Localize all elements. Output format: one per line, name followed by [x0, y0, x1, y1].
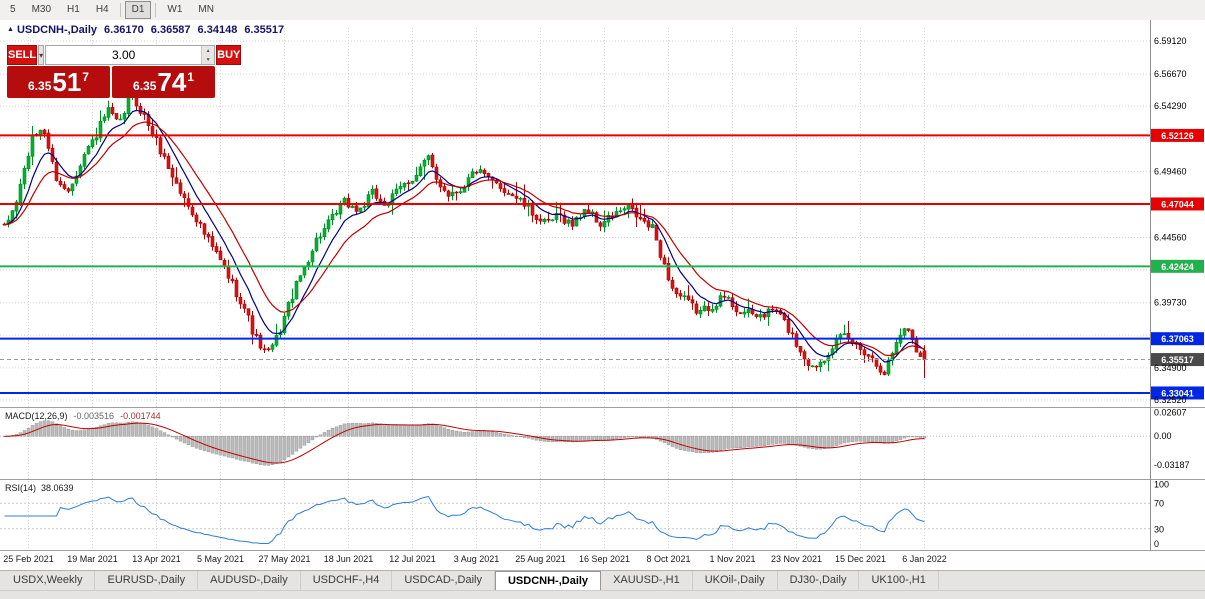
price-axis[interactable]: 6.52126 6.47044 6.42424 6.37063 6.33041 6.355…	[1151, 36, 1204, 549]
chevron-down-icon: ▾	[39, 50, 44, 60]
sell-price-box[interactable]: 6.35 51 7	[7, 66, 110, 98]
svg-text:27 May 2021: 27 May 2021	[258, 554, 310, 564]
ohlc-open: 6.36170	[104, 24, 144, 36]
buy-price-pips: 74	[157, 67, 187, 97]
svg-text:1 Nov 2021: 1 Nov 2021	[709, 554, 755, 564]
svg-text:3 Aug 2021: 3 Aug 2021	[454, 554, 500, 564]
volume-increase-button[interactable]: ▲	[202, 46, 215, 55]
svg-text:6.39730: 6.39730	[1154, 298, 1187, 308]
chart-tabs-bar: USDX,Weekly EURUSD-,Daily AUDUSD-,Daily USD…	[0, 570, 1205, 591]
svg-text:15 Dec 2021: 15 Dec 2021	[835, 554, 886, 564]
one-click-trading-panel: SELL ▾ ▲ ▼ BUY 6.35 51 7 6.35 74 1	[7, 45, 242, 98]
timeframe-d1[interactable]: D1	[124, 1, 152, 19]
svg-text:6 Jan 2022: 6 Jan 2022	[902, 554, 947, 564]
volume-box: ▲ ▼	[45, 45, 216, 65]
tab-usdchf-h4[interactable]: USDCHF-,H4	[301, 571, 393, 591]
svg-text:6.49460: 6.49460	[1154, 166, 1187, 176]
svg-text:RSI(14)38.0639: RSI(14) 38.0639	[5, 483, 74, 493]
moving-averages-layer	[4, 109, 925, 363]
tab-uk100-h1[interactable]: UK100-,H1	[859, 571, 939, 591]
tab-dj30-daily[interactable]: DJ30-,Daily	[778, 571, 860, 591]
svg-text:-0.03187: -0.03187	[1154, 460, 1190, 470]
sell-price-point: 7	[82, 69, 89, 84]
svg-text:30: 30	[1154, 524, 1164, 534]
ohlc-low: 6.34148	[197, 24, 238, 36]
svg-text:25 Aug 2021: 25 Aug 2021	[515, 554, 566, 564]
sell-price-pips: 51	[52, 67, 82, 97]
svg-text:MACD(12,26,9)-0.003516-0.00174: MACD(12,26,9) -0.003516 -0.001744	[5, 411, 161, 421]
timeframe-h4[interactable]: H4	[95, 4, 109, 15]
tab-usdx-weekly[interactable]: USDX,Weekly	[1, 571, 96, 591]
timeframe-m30[interactable]: M30	[31, 4, 52, 15]
timeframe-h1[interactable]: H1	[67, 4, 80, 15]
level-lines-layer[interactable]	[0, 134, 1150, 394]
sell-price-prefix: 6.35	[28, 78, 52, 93]
tab-usdcnh-daily[interactable]: USDCNH-,Daily	[494, 571, 602, 591]
svg-text:6.44560: 6.44560	[1154, 233, 1187, 243]
svg-text:0.02607: 0.02607	[1154, 408, 1187, 418]
svg-text:6.35517: 6.35517	[1161, 355, 1194, 365]
buy-price-box[interactable]: 6.35 74 1	[112, 66, 215, 98]
sell-button[interactable]: SELL	[7, 45, 38, 65]
tab-usdcad-daily[interactable]: USDCAD-,Daily	[392, 571, 495, 591]
svg-text:13 Apr 2021: 13 Apr 2021	[132, 554, 181, 564]
volume-dropdown-button[interactable]: ▾	[38, 45, 45, 65]
horizontal-scrollbar[interactable]	[0, 590, 1205, 599]
svg-text:6.32520: 6.32520	[1154, 395, 1187, 405]
tab-ukoil-daily[interactable]: UKOil-,Daily	[693, 571, 778, 591]
svg-text:23 Nov 2021: 23 Nov 2021	[771, 554, 822, 564]
time-axis[interactable]: 25 Feb 2021 19 Mar 2021 13 Apr 2021 5 May 2…	[3, 554, 947, 564]
buy-button[interactable]: BUY	[216, 45, 242, 65]
chart-header: ▲ USDCNH-,Daily 6.36170 6.36587 6.34148 …	[7, 24, 291, 36]
timeframe-toolbar: 5 M30 H1 H4 D1 W1 MN	[0, 0, 1205, 21]
svg-text:5 May 2021: 5 May 2021	[197, 554, 244, 564]
symbol-marker-icon: ▲	[7, 26, 14, 33]
tab-xauusd-h1[interactable]: XAUUSD-,H1	[601, 571, 693, 591]
timeframe-5[interactable]: 5	[10, 4, 16, 15]
toolbar-separator	[155, 3, 157, 17]
timeframe-mn[interactable]: MN	[198, 4, 214, 15]
ohlc-high: 6.36587	[150, 24, 191, 36]
svg-text:6.34900: 6.34900	[1154, 363, 1187, 373]
symbol-name: USDCNH-,Daily	[16, 24, 98, 36]
volume-spinner: ▲ ▼	[201, 46, 215, 64]
timeframe-w1[interactable]: W1	[167, 4, 183, 15]
svg-text:6.54290: 6.54290	[1154, 101, 1187, 111]
svg-text:16 Sep 2021: 16 Sep 2021	[579, 554, 630, 564]
svg-text:6.47044: 6.47044	[1161, 199, 1194, 209]
svg-text:6.59120: 6.59120	[1154, 36, 1187, 46]
svg-text:12 Jul 2021: 12 Jul 2021	[389, 554, 436, 564]
svg-text:0: 0	[1154, 539, 1159, 549]
svg-text:6.42424: 6.42424	[1161, 262, 1194, 272]
toolbar-separator	[119, 3, 121, 17]
svg-text:6.52126: 6.52126	[1161, 131, 1194, 141]
buy-price-point: 1	[187, 69, 194, 84]
svg-text:8 Oct 2021: 8 Oct 2021	[646, 554, 690, 564]
ohlc-close: 6.35517	[244, 24, 285, 36]
svg-text:70: 70	[1154, 499, 1164, 509]
svg-text:18 Jun 2021: 18 Jun 2021	[324, 554, 374, 564]
panel-separators	[0, 20, 1205, 551]
volume-input[interactable]	[46, 46, 202, 64]
price-chart[interactable]: MACD(12,26,9) -0.003516 -0.001744 RSI(14) 38…	[0, 20, 1205, 570]
svg-text:6.56670: 6.56670	[1154, 69, 1187, 79]
svg-text:6.33041: 6.33041	[1161, 388, 1194, 398]
tab-eurusd-daily[interactable]: EURUSD-,Daily	[95, 571, 199, 591]
volume-decrease-button[interactable]: ▼	[202, 55, 215, 64]
buy-price-prefix: 6.35	[133, 78, 157, 93]
tab-audusd-daily[interactable]: AUDUSD-,Daily	[198, 571, 301, 591]
grid-layer	[0, 28, 1150, 550]
rsi-panel: RSI(14) 38.0639	[0, 483, 1150, 545]
svg-text:100: 100	[1154, 480, 1169, 490]
macd-panel: MACD(12,26,9) -0.003516 -0.001744	[0, 411, 1150, 466]
svg-text:0.00: 0.00	[1154, 431, 1172, 441]
svg-text:19 Mar 2021: 19 Mar 2021	[67, 554, 118, 564]
svg-text:25 Feb 2021: 25 Feb 2021	[3, 554, 54, 564]
svg-text:6.37063: 6.37063	[1161, 334, 1194, 344]
